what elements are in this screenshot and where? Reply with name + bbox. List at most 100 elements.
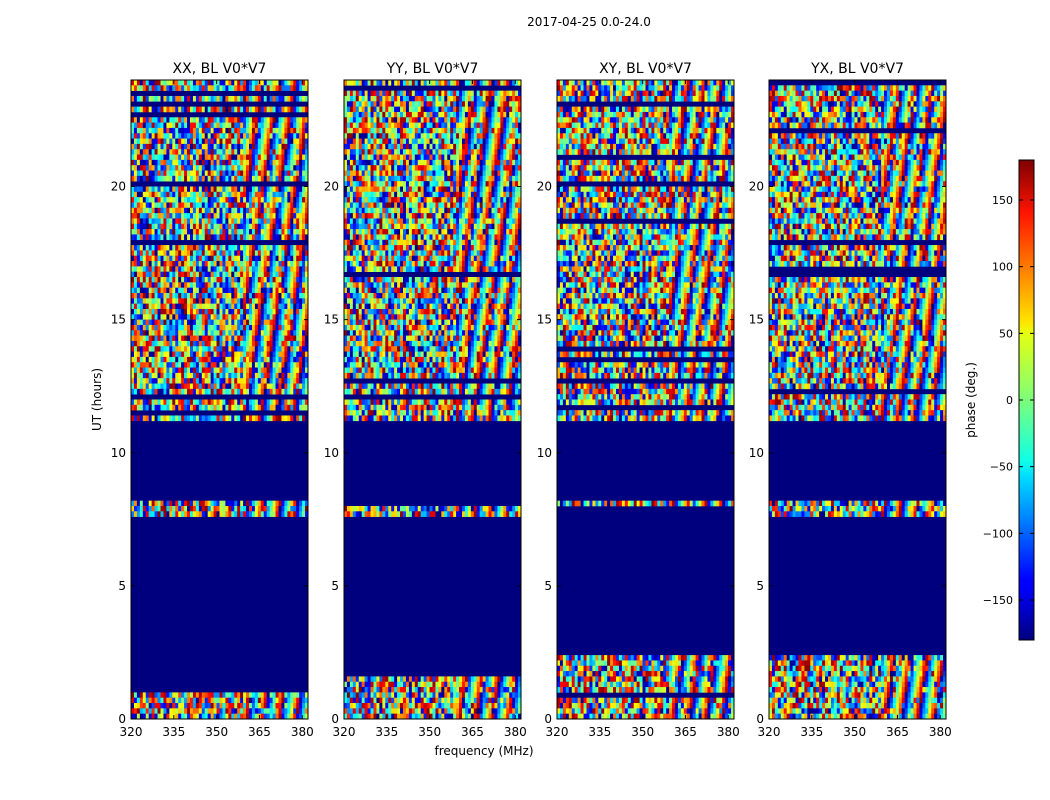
heatmap-cell [207,213,211,219]
heatmap-cell [482,170,486,177]
heatmap-cell [257,330,262,336]
heatmap-cell [302,351,306,358]
heatmap-cell [201,85,206,91]
heatmap-cell [388,80,392,86]
heatmap-cell [131,133,135,139]
heatmap-cell [234,298,238,304]
heatmap-cell [494,106,498,113]
heatmap-cell [278,351,282,358]
heatmap-cell [272,277,276,283]
heatmap-cell [201,266,206,273]
heatmap-cell [234,223,238,230]
heatmap-cell [166,362,170,368]
heatmap-cell [148,191,152,198]
heatmap-cell [400,149,404,155]
heatmap-cell [293,127,297,134]
heatmap-cell [379,106,383,113]
heatmap-cell [249,213,253,219]
heatmap-cell [228,378,232,384]
heatmap-cell [299,415,303,422]
heatmap-cell [456,127,460,134]
heatmap-cell [160,191,164,198]
heatmap-cell [260,335,265,342]
heatmap-cell [213,170,217,177]
heatmap-cell [131,293,135,299]
heatmap-cell [175,378,179,384]
heatmap-cell [305,80,309,86]
heatmap-cell [228,202,232,209]
heatmap-cell [145,372,149,379]
heatmap-cell [382,149,386,155]
heatmap-cell [139,261,144,267]
heatmap-cell [403,122,407,129]
heatmap-cell [213,697,217,704]
heatmap-cell [254,117,259,123]
heatmap-cell [246,250,250,257]
heatmap-cell [249,80,253,86]
heatmap-cell [278,159,282,166]
heatmap-cell [237,80,241,86]
heatmap-cell [251,191,256,198]
heatmap-cell [293,340,297,347]
heatmap-cell [370,149,374,155]
heatmap-cell [225,159,229,166]
heatmap-cell [166,367,170,374]
heatmap-cell [249,202,253,209]
heatmap-cell [299,133,303,139]
heatmap-cell [157,308,161,315]
heatmap-cell [133,378,138,384]
heatmap-cell [151,351,155,358]
heatmap-cell [293,703,297,709]
heatmap-cell [246,415,250,422]
heatmap-cell [204,356,208,363]
heatmap-cell [222,713,226,720]
heatmap-cell [246,511,250,517]
heatmap-cell [405,154,410,161]
heatmap-cell [157,335,161,342]
heatmap-cell [287,308,291,315]
heatmap-cell [453,133,457,139]
heatmap-cell [391,101,395,107]
heatmap-cell [178,218,182,225]
heatmap-cell [302,122,306,129]
heatmap-cell [464,133,469,139]
heatmap-cell [175,255,179,262]
heatmap-cell [213,282,217,288]
heatmap-cell [287,223,291,230]
heatmap-cell [163,95,167,102]
heatmap-cell [287,234,291,241]
heatmap-cell [195,511,200,517]
heatmap-cell [355,106,360,113]
heatmap-cell [411,90,416,97]
heatmap-cell [142,351,147,358]
heatmap-cell [139,708,144,714]
heatmap-cell [249,95,253,102]
heatmap-cell [237,143,241,150]
heatmap-cell [275,692,279,699]
heatmap-cell [219,229,223,235]
heatmap-cell [169,511,173,517]
heatmap-cell [175,229,179,235]
heatmap-cell [201,713,206,720]
heatmap-cell [482,106,486,113]
heatmap-cell [157,415,161,422]
heatmap-cell [228,298,232,304]
heatmap-cell [397,111,401,118]
heatmap-cell [228,261,232,267]
heatmap-cell [195,122,200,129]
heatmap-cell [195,388,200,395]
heatmap-cell [251,170,256,177]
heatmap-cell [394,133,398,139]
heatmap-cell [488,90,492,97]
heatmap-cell [260,218,265,225]
heatmap-cell [192,692,197,699]
heatmap-cell [385,90,389,97]
heatmap-cell [151,106,155,113]
heatmap-cell [187,229,191,235]
heatmap-cell [145,330,149,336]
heatmap-cell [281,388,285,395]
heatmap-cell [228,143,232,150]
heatmap-cell [456,159,460,166]
heatmap-cell [284,308,288,315]
heatmap-cell [154,223,158,230]
